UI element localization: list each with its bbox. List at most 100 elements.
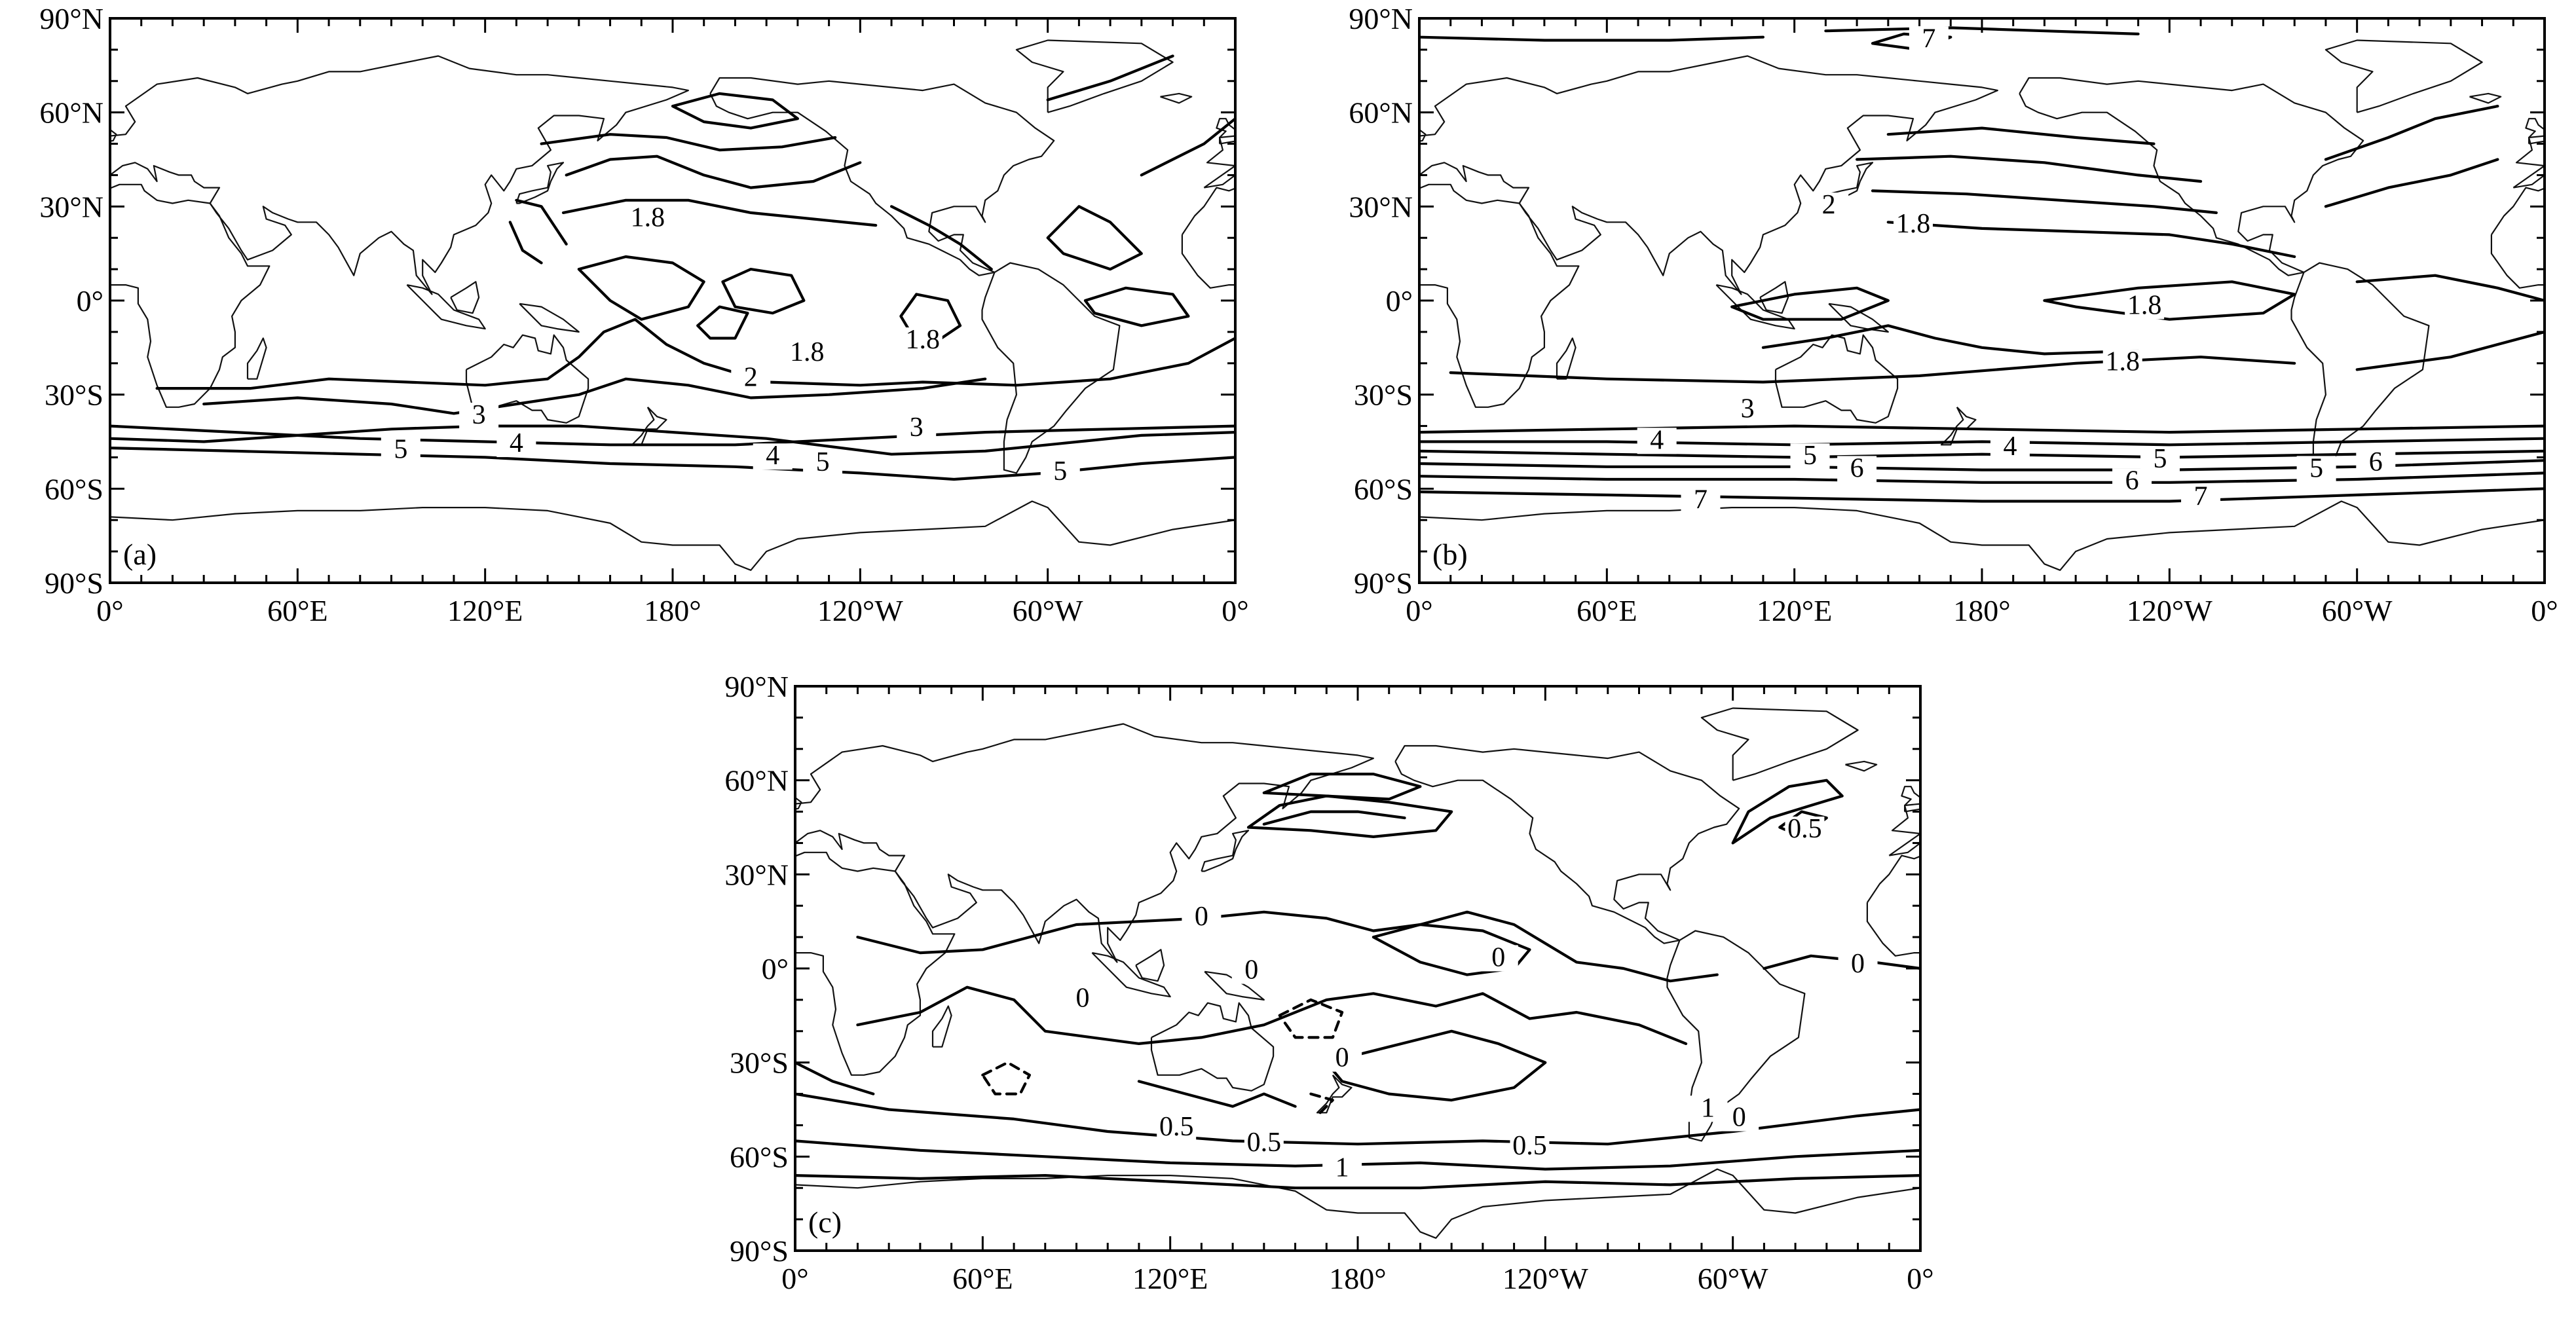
lon-tick-label: 120°W: [1503, 1262, 1588, 1295]
contour-label-bg: [1157, 1114, 1197, 1141]
contour-label-bg: [496, 431, 536, 458]
lat-tick-label: 60°N: [724, 764, 789, 798]
lon-tick-label: 120°W: [817, 594, 903, 627]
lon-tick-label: 120°E: [447, 594, 523, 627]
contour-label-bg: [1688, 1095, 1728, 1122]
panel-label: (b): [1432, 538, 1468, 571]
contour-line: [515, 198, 568, 246]
contour-label: 7: [2194, 481, 2208, 511]
contour-label-bg: [1478, 945, 1518, 972]
contour-label-bg: [1728, 396, 1768, 423]
coastline-madagascar: [1556, 337, 1577, 380]
contour-line: [671, 92, 799, 130]
contour-label: 0: [1851, 949, 1865, 979]
contour-label: 4: [2003, 432, 2017, 462]
contour-label-bg: [2125, 293, 2165, 320]
contour-line: [1419, 437, 2545, 447]
lon-tick-label: 0°: [2531, 594, 2558, 627]
lat-tick-label: 30°N: [1349, 190, 1413, 223]
lon-tick-label: 60°E: [952, 1262, 1013, 1295]
contour-line: [795, 1092, 1920, 1146]
coastline-newzealand: [631, 407, 667, 446]
coastline-eurasia: [1419, 55, 1998, 295]
contour-label-bg: [803, 449, 843, 476]
coastline-antarctica: [795, 1168, 1920, 1239]
contour-label-bg: [1040, 459, 1080, 486]
contour-label-bg: [1894, 211, 1933, 238]
coastline-greenland: [1700, 707, 1859, 781]
coastline-samerica: [2290, 262, 2430, 474]
contour-label-bg: [787, 340, 827, 367]
lat-tick-label: 30°S: [1354, 378, 1413, 412]
contour-label: 7: [1922, 24, 1935, 54]
contour-line: [508, 221, 543, 265]
contour-label-bg: [1063, 985, 1103, 1012]
lon-tick-label: 0°: [1406, 594, 1432, 627]
lat-tick-label: 90°N: [39, 2, 103, 35]
contour-label: 1.8: [790, 337, 825, 367]
contour-line: [561, 198, 878, 227]
coastline-borneo: [1759, 281, 1789, 314]
contour-line: [1856, 155, 2203, 183]
coastline-australia: [465, 334, 589, 424]
contour-label: 0: [1244, 955, 1258, 985]
lon-tick-label: 180°: [1953, 594, 2010, 627]
contour-label: 0: [1732, 1103, 1746, 1133]
map-frame: [1418, 17, 2546, 584]
coastline-newzealand: [1316, 1075, 1353, 1114]
lon-tick-label: 0°: [96, 594, 123, 627]
coastline-africa: [110, 183, 271, 408]
contour-label-bg: [1837, 456, 1877, 483]
lon-tick-label: 180°: [1329, 1262, 1386, 1295]
contour-line: [1246, 794, 1453, 838]
coastline-britain: [1216, 118, 1235, 145]
lon-tick-label: 60°W: [2322, 594, 2393, 627]
map-panel-b: 7 2 1.8 1.8 1.8 3 4 4 5 5 5 6 6 6 7 7 0° 60°E 120°E 180° 120…: [1284, 0, 2576, 655]
contour-label-bg: [2296, 456, 2336, 483]
coastline-africa: [795, 851, 956, 1076]
contour-label: 0.5: [1159, 1112, 1194, 1142]
lon-tick-label: 120°E: [1132, 1262, 1208, 1295]
contour-label: 1: [1335, 1152, 1349, 1183]
contour-label: 3: [1741, 394, 1755, 424]
contour-label: 5: [816, 447, 830, 477]
coastline-iceland: [1160, 92, 1193, 104]
contour-line: [1871, 32, 1952, 51]
coastline-australia: [1774, 334, 1899, 424]
contour-label-bg: [1909, 26, 1949, 53]
coastline-newguinea: [519, 303, 580, 333]
contour-line: [1083, 286, 1190, 327]
coastline-antarctica: [2544, 517, 2545, 518]
map-frame: [109, 17, 1237, 584]
contour-line: [1871, 189, 2218, 214]
contour-label: 6: [2125, 466, 2139, 496]
contour-label: 1: [1701, 1093, 1715, 1123]
contour-label: 6: [2369, 447, 2383, 477]
contour-line: [1372, 923, 1531, 976]
lon-tick-label: 180°: [644, 594, 701, 627]
panel-label: (a): [123, 538, 157, 571]
map-layer: 721.81.81.834 45 5 56 667 7: [1419, 24, 2545, 571]
lon-tick-label: 0°: [1222, 594, 1248, 627]
lat-tick-label: 60°S: [730, 1140, 789, 1173]
coastline-indonesia: [406, 284, 486, 330]
map-panel-c: 0 0 0 0 0 0 0 0.5 0.5 0.5 0.5 1 1 0° 60°E 120°E 180° 120°…: [655, 668, 1965, 1324]
coastline-australia: [1150, 1002, 1275, 1092]
contour-line: [202, 377, 987, 415]
contour-label: 5: [1053, 456, 1067, 487]
contour-label: 2: [1822, 190, 1836, 220]
contour-line: [2355, 274, 2545, 303]
coastline-iceland: [1845, 760, 1878, 772]
coastline-greenland: [2324, 39, 2483, 113]
contour-label: 3: [910, 413, 924, 443]
contour-line: [1449, 356, 2296, 384]
coastline-britain: [1901, 786, 1920, 813]
contour-line: [1419, 35, 1764, 42]
contour-line: [1419, 487, 2545, 503]
contour-label: 0.5: [1247, 1128, 1282, 1158]
coastline-antarctica: [1920, 1169, 1965, 1238]
contour-line: [981, 1061, 1031, 1095]
lat-tick-label: 60°N: [39, 96, 103, 130]
contour-line: [155, 318, 1235, 390]
contour-line: [1137, 1080, 1297, 1108]
